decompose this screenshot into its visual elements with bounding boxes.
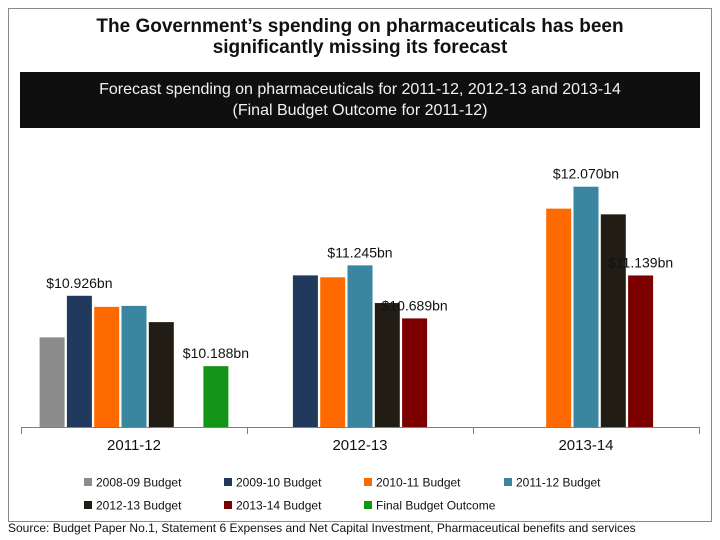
legend-swatch <box>84 478 92 486</box>
x-tick-label: 2012-13 <box>332 437 387 454</box>
bar-2011-12-budget-2013-14 <box>573 186 599 427</box>
bar-2013-14-budget-2013-14 <box>628 275 654 427</box>
bar-2011-12-budget-2011-12 <box>121 305 147 427</box>
legend-swatch <box>224 501 232 509</box>
data-label: $10.926bn <box>46 275 112 291</box>
subtitle-line-1: Forecast spending on pharmaceuticals for… <box>99 81 621 98</box>
data-label: $11.139bn <box>608 254 673 270</box>
legend-label: 2011-12 Budget <box>516 476 601 490</box>
bar-2010-11-budget-2011-12 <box>94 306 120 427</box>
subtitle-line-2: (Final Budget Outcome for 2011-12) <box>232 102 488 119</box>
data-label: $11.245bn <box>327 244 392 260</box>
data-label: $10.188bn <box>183 345 249 361</box>
source-note: Source: Budget Paper No.1, Statement 6 E… <box>8 521 636 535</box>
legend-swatch <box>224 478 232 486</box>
bar-2008-09-budget-2011-12 <box>39 337 65 427</box>
data-label: $10.689bn <box>382 297 448 313</box>
x-tick-label: 2013-14 <box>558 437 613 454</box>
bar-final-budget-outcome-2011-12 <box>203 366 229 427</box>
bar-2009-10-budget-2012-13 <box>292 275 318 427</box>
bar-2012-13-budget-2012-13 <box>374 303 400 427</box>
legend-label: 2009-10 Budget <box>236 476 322 490</box>
legend-label: Final Budget Outcome <box>376 499 496 513</box>
bar-2011-12-budget-2012-13 <box>347 265 373 427</box>
chart-subtitle-banner: Forecast spending on pharmaceuticals for… <box>20 72 700 128</box>
data-label: $12.070bn <box>553 166 619 182</box>
bar-2012-13-budget-2011-12 <box>148 322 174 427</box>
legend-swatch <box>504 478 512 486</box>
legend-label: 2010-11 Budget <box>376 476 461 490</box>
title-line-2: significantly missing its forecast <box>212 37 508 58</box>
legend-swatch <box>364 501 372 509</box>
bar-2013-14-budget-2012-13 <box>402 318 428 427</box>
legend-label: 2012-13 Budget <box>96 499 182 513</box>
bar-2009-10-budget-2011-12 <box>66 295 92 427</box>
bar-2010-11-budget-2013-14 <box>546 208 572 427</box>
legend-label: 2008-09 Budget <box>96 476 182 490</box>
legend-swatch <box>84 501 92 509</box>
chart-title: The Government’s spending on pharmaceuti… <box>8 16 712 58</box>
title-line-1: The Government’s spending on pharmaceuti… <box>96 16 624 37</box>
bar-2012-13-budget-2013-14 <box>600 214 626 427</box>
legend-swatch <box>364 478 372 486</box>
bar-2010-11-budget-2012-13 <box>320 277 346 427</box>
x-tick-label: 2011-12 <box>107 437 161 454</box>
legend-label: 2013-14 Budget <box>236 499 322 513</box>
